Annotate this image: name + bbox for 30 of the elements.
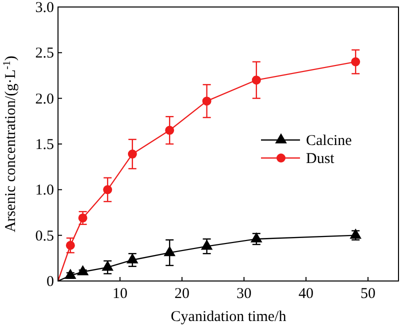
x-tick-label: 30 (236, 286, 252, 302)
point (78, 213, 88, 222)
legend-label: Calcine (306, 133, 352, 149)
point (165, 126, 174, 135)
y-tick-label: 0 (46, 274, 54, 290)
y-tick-label: 2.0 (35, 91, 54, 108)
point (351, 57, 360, 66)
y-tick-label: 1.0 (35, 182, 54, 199)
point (102, 260, 114, 271)
x-axis-title: Cyanidation time/h (170, 309, 287, 325)
point (128, 150, 137, 159)
point (103, 185, 112, 194)
x-tick-label: 40 (298, 286, 314, 302)
point (202, 96, 212, 106)
point (200, 239, 213, 250)
y-tick-label: 0.5 (35, 228, 54, 244)
y-tick-label: 3.0 (35, 0, 54, 16)
y-tick-label: 1.5 (35, 137, 54, 153)
point (64, 268, 76, 279)
point (76, 265, 89, 276)
x-tick-label: 10 (112, 286, 128, 302)
x-tick-label: 20 (174, 286, 190, 302)
x-tick-label: 50 (360, 286, 376, 302)
point (252, 76, 261, 85)
legend-label: Dust (306, 151, 336, 167)
point (126, 253, 138, 264)
point (250, 232, 262, 242)
point (66, 240, 75, 250)
y-tick-label: 2.5 (35, 46, 54, 62)
point (164, 246, 176, 256)
